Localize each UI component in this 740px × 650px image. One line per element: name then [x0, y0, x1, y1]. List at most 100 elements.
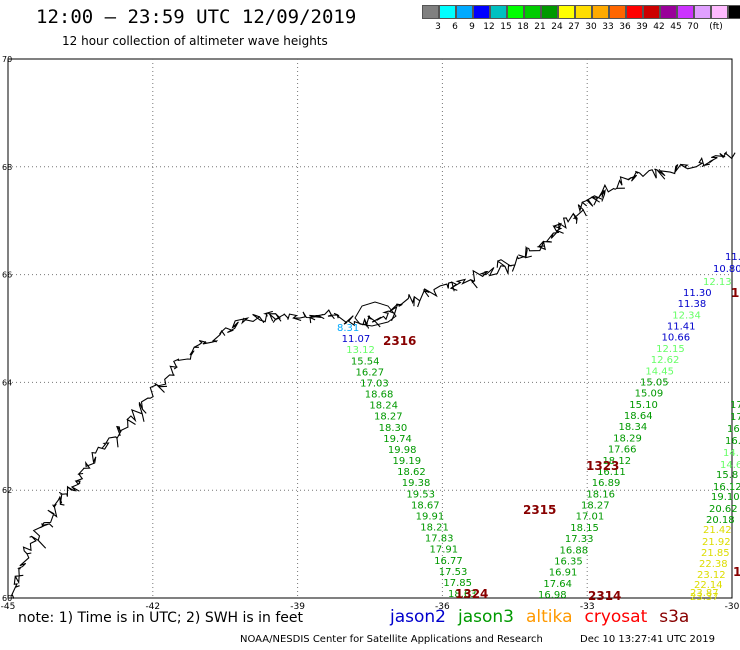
axis-labels: 70 68 66 64 62 60-45 -42 -39 -36 -33 -30: [1, 55, 740, 612]
legend-swatch: [609, 5, 626, 19]
swh-value: 11.41: [667, 322, 696, 333]
swh-value: 10.66: [662, 333, 691, 344]
legend-label: 30: [585, 22, 597, 32]
swh-value: 14.45: [645, 366, 674, 377]
swh-value: 19.74: [383, 434, 412, 445]
legend-swatch: [592, 5, 609, 19]
swh-value: 12.15: [656, 344, 685, 355]
legend-label: 39: [636, 22, 648, 32]
swh-value: 12.62: [651, 355, 680, 366]
legend-swatch: [575, 5, 592, 19]
swh-value: 15.09: [635, 389, 664, 400]
swh-value: 16.: [725, 436, 740, 447]
legend-swatch: [456, 5, 473, 19]
legend-label: 3: [435, 22, 441, 32]
legend-label: (ft): [709, 22, 723, 32]
swh-value: 17.53: [439, 567, 468, 578]
satellite-name: jason3: [458, 607, 514, 627]
swh-value: 17.01: [576, 512, 605, 523]
footer-timestamp: Dec 10 13:27:41 UTC 2019: [580, 634, 715, 645]
legend-swatch: [643, 5, 660, 19]
swh-value: 16.11: [597, 467, 626, 478]
swh-value: 16.35: [554, 556, 583, 567]
swh-value: 17.03: [360, 378, 389, 389]
legend-swatch: [626, 5, 643, 19]
grid-lines: [8, 59, 732, 598]
legend-label: 24: [551, 22, 563, 32]
legend-swatch: [677, 5, 694, 19]
swh-value: 16.12: [713, 482, 740, 493]
swh-value: 21.92: [702, 537, 731, 548]
legend-swatch: [507, 5, 524, 19]
satellite-name: cryosat: [584, 607, 648, 627]
map-frame: [7, 58, 733, 599]
swh-value: 16.89: [592, 478, 621, 489]
lat-tick-label: 60: [2, 594, 12, 603]
legend-label: 6: [452, 22, 458, 32]
satellite-name: altika: [526, 607, 573, 627]
swh-value: 19.38: [402, 478, 431, 489]
swh-value: 15.8: [716, 470, 738, 481]
swh-value: 17.83: [425, 534, 454, 545]
swh-value: 18.21: [420, 523, 449, 534]
swh-value: 11.30: [683, 288, 712, 299]
swh-value: 19.19: [393, 456, 422, 467]
legend-swatch: [541, 5, 558, 19]
swh-value: 20.62: [709, 504, 738, 515]
track-id: 1: [733, 565, 740, 579]
greenland-coastline: [10, 151, 736, 599]
track-id: 2315: [523, 503, 556, 517]
lon-tick-label: -42: [145, 602, 160, 612]
swh-value: 17.85: [443, 578, 472, 589]
swh-value: 23.12: [697, 570, 726, 581]
swh-value: 18.68: [365, 390, 394, 401]
legend-swatch: [694, 5, 711, 19]
legend-swatch: [660, 5, 677, 19]
lat-tick-label: 70: [2, 55, 12, 64]
legend-label: 70: [687, 22, 699, 32]
swh-value: 19.10: [711, 492, 740, 503]
lat-tick-label: 64: [2, 378, 12, 387]
swh-value: 17.66: [608, 445, 637, 456]
legend-label: 21: [534, 22, 546, 32]
units-note: note: 1) Time is in UTC; 2) SWH is in fe…: [18, 610, 304, 626]
satellite-legend: jason2 jason3 altika cryosat s3a: [390, 607, 701, 627]
swh-value: 18.24: [369, 401, 398, 412]
footer-credit: NOAA/NESDIS Center for Satellite Applica…: [240, 634, 543, 645]
swh-value: 21.42: [703, 525, 732, 536]
swh-value: 19.53: [406, 489, 435, 500]
legend-label: 36: [619, 22, 631, 32]
legend-label: 42: [653, 22, 665, 32]
swh-value: 18.64: [624, 411, 653, 422]
page-subtitle: 12 hour collection of altimeter wave hei…: [62, 34, 328, 48]
legend-swatch: [473, 5, 490, 19]
swh-value: 12.34: [672, 310, 701, 321]
swh-value: 8.31: [337, 323, 359, 334]
swh-value: 15.05: [640, 377, 669, 388]
color-legend: 3 6 9 12 15 18 21 24 27 30 33 36 39 42 45 70 (ft): [422, 5, 740, 37]
swh-value: 16.91: [549, 568, 578, 579]
coastline: [10, 151, 736, 599]
track-id: 2316: [383, 334, 416, 348]
swh-value: 13.12: [346, 345, 375, 356]
swh-value: 22.14: [694, 580, 723, 591]
swh-value: 23.87: [690, 588, 719, 599]
swh-value: 18.67: [411, 500, 440, 511]
legend-swatch: [439, 5, 456, 19]
swh-value: 21.85: [701, 548, 730, 559]
swh-value: 17.91: [430, 545, 459, 556]
lat-tick-label: 66: [2, 271, 12, 280]
legend-swatch: [422, 5, 439, 19]
swh-value: 18.16: [586, 489, 615, 500]
swh-value: 19.91: [416, 511, 445, 522]
swh-value: 11.38: [678, 299, 707, 310]
legend-label: 15: [500, 22, 512, 32]
legend-label: 18: [517, 22, 529, 32]
legend-label: 27: [568, 22, 580, 32]
satellite-name: s3a: [659, 607, 690, 627]
satellite-name: jason2: [390, 607, 446, 627]
swh-value: 18.12: [602, 456, 631, 467]
swh-value: 10.80: [713, 264, 740, 275]
swh-value: 18.29: [613, 433, 642, 444]
